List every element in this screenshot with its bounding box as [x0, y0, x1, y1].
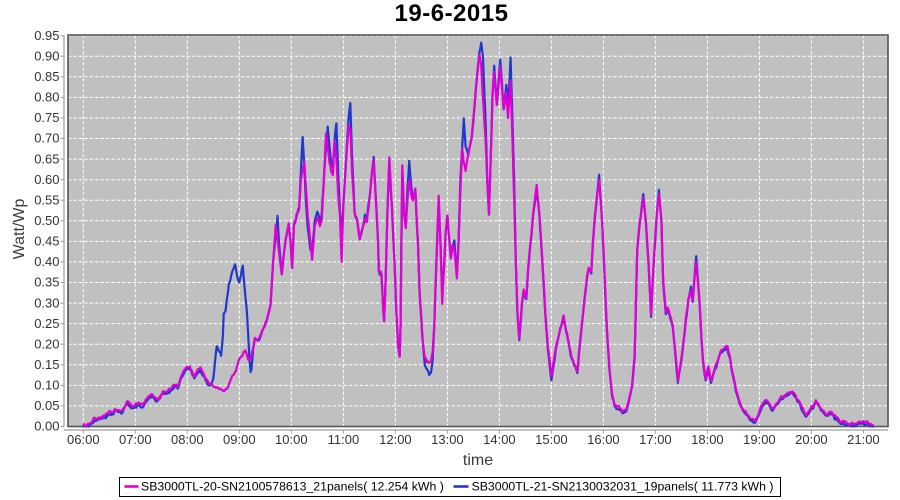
- svg-text:12:00: 12:00: [379, 432, 412, 447]
- svg-text:0.65: 0.65: [34, 151, 59, 166]
- svg-text:0.00: 0.00: [34, 419, 59, 434]
- svg-text:09:00: 09:00: [223, 432, 256, 447]
- svg-text:0.10: 0.10: [34, 378, 59, 393]
- svg-text:0.35: 0.35: [34, 275, 59, 290]
- svg-text:time: time: [463, 452, 493, 469]
- svg-text:SB3000TL-21-SN2130032031_19pan: SB3000TL-21-SN2130032031_19panels( 11.77…: [472, 480, 774, 494]
- svg-text:15:00: 15:00: [535, 432, 568, 447]
- svg-text:0.25: 0.25: [34, 316, 59, 331]
- svg-text:0.60: 0.60: [34, 172, 59, 187]
- svg-text:08:00: 08:00: [171, 432, 204, 447]
- svg-text:06:00: 06:00: [67, 432, 100, 447]
- svg-text:14:00: 14:00: [483, 432, 516, 447]
- svg-text:20:00: 20:00: [795, 432, 828, 447]
- svg-text:0.95: 0.95: [34, 28, 59, 43]
- svg-text:0.20: 0.20: [34, 336, 59, 351]
- svg-text:0.30: 0.30: [34, 295, 59, 310]
- svg-text:Watt/Wp: Watt/Wp: [11, 199, 28, 260]
- svg-text:0.85: 0.85: [34, 69, 59, 84]
- svg-text:0.90: 0.90: [34, 48, 59, 63]
- svg-text:16:00: 16:00: [587, 432, 620, 447]
- svg-text:21:00: 21:00: [847, 432, 880, 447]
- svg-text:SB3000TL-20-SN2100578613_21pan: SB3000TL-20-SN2100578613_21panels( 12.25…: [141, 480, 444, 494]
- svg-text:0.80: 0.80: [34, 90, 59, 105]
- svg-text:0.55: 0.55: [34, 192, 59, 207]
- svg-text:07:00: 07:00: [119, 432, 152, 447]
- svg-text:0.50: 0.50: [34, 213, 59, 228]
- svg-text:0.70: 0.70: [34, 131, 59, 146]
- svg-text:0.40: 0.40: [34, 254, 59, 269]
- svg-text:19:00: 19:00: [743, 432, 776, 447]
- svg-text:0.15: 0.15: [34, 357, 59, 372]
- svg-text:18:00: 18:00: [691, 432, 724, 447]
- svg-text:19-6-2015: 19-6-2015: [395, 0, 509, 27]
- svg-text:10:00: 10:00: [275, 432, 308, 447]
- svg-text:17:00: 17:00: [639, 432, 672, 447]
- svg-text:0.75: 0.75: [34, 110, 59, 125]
- svg-text:13:00: 13:00: [431, 432, 464, 447]
- svg-text:0.05: 0.05: [34, 398, 59, 413]
- svg-text:0.45: 0.45: [34, 234, 59, 249]
- svg-text:11:00: 11:00: [328, 432, 360, 447]
